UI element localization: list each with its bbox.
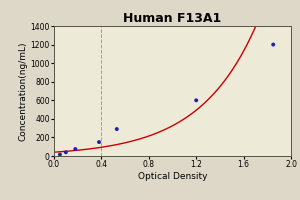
Point [271, 43, 276, 46]
Point [58, 153, 62, 156]
Point [114, 127, 119, 131]
Y-axis label: Concentration(ng/mL): Concentration(ng/mL) [19, 41, 28, 141]
Point [64, 151, 68, 154]
Point [97, 140, 101, 144]
Point [194, 99, 199, 102]
Point [73, 147, 78, 151]
X-axis label: Optical Density: Optical Density [138, 172, 207, 181]
Title: Human F13A1: Human F13A1 [123, 12, 222, 25]
